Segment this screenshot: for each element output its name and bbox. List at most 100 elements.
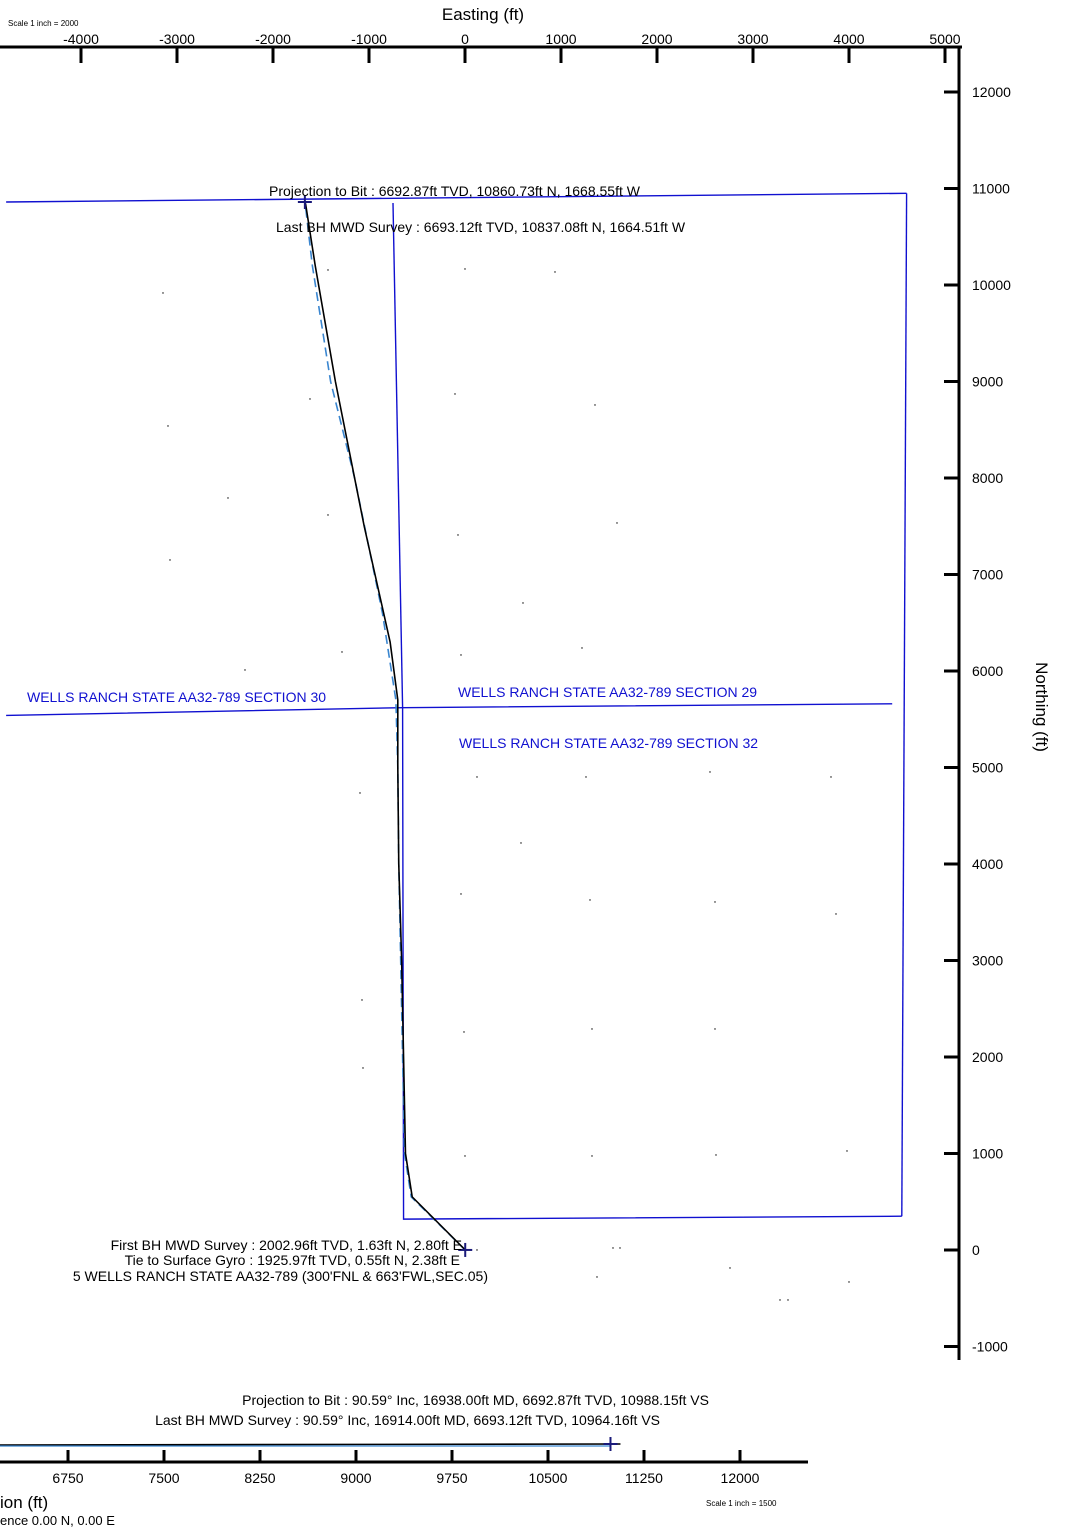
grid-dot (779, 1299, 781, 1301)
vs-tick-label: 8250 (244, 1470, 275, 1486)
northing-tick-label: 10000 (972, 277, 1011, 293)
vs-last-bh-mwd-survey-label: Last BH MWD Survey : 90.59° Inc, 16914.0… (155, 1412, 660, 1428)
grid-dot (787, 1299, 789, 1301)
vs-bit-marker (603, 1437, 618, 1451)
section-29-label: WELLS RANCH STATE AA32-789 SECTION 29 (458, 684, 757, 700)
easting-ticks: -4000 -3000 -2000 -1000 0 1000 2000 3000 4000 500… (63, 31, 961, 63)
northing-tick-label: 3000 (972, 953, 1003, 969)
easting-tick-label: -2000 (255, 31, 291, 47)
plan-projection-to-bit-label: Projection to Bit : 6692.87ft TVD, 10860… (269, 183, 641, 199)
grid-dot (162, 292, 164, 294)
easting-tick-label: 1000 (545, 31, 576, 47)
northing-tick-label: 6000 (972, 663, 1003, 679)
plan-view-axes: Scale 1 inch = 2000 Easting (ft) -4000 -3… (0, 5, 1051, 1360)
grid-dot (359, 792, 361, 794)
grid-dot (846, 1150, 848, 1152)
grid-dot (244, 669, 246, 671)
grid-dot (616, 522, 618, 524)
easting-tick-label: 3000 (737, 31, 768, 47)
plan-markers (297, 195, 473, 1257)
grid-dot (714, 1028, 716, 1030)
grid-dot (309, 398, 311, 400)
grid-dot (709, 771, 711, 773)
section-boundary-line (901, 193, 908, 1217)
vs-tick-label: 10500 (529, 1470, 568, 1486)
grid-dot (457, 534, 459, 536)
grid-dot (612, 1247, 614, 1249)
vs-bit-cross (603, 1437, 618, 1451)
vs-tick-label: 7500 (148, 1470, 179, 1486)
grid-dot (464, 1155, 466, 1157)
vs-scale-label: Scale 1 inch = 1500 (706, 1499, 777, 1508)
section-30-label: WELLS RANCH STATE AA32-789 SECTION 30 (27, 689, 326, 705)
grid-dot (327, 514, 329, 516)
northing-tick-label: 4000 (972, 856, 1003, 872)
grid-dot (594, 404, 596, 406)
northing-tick-label: 5000 (972, 760, 1003, 776)
grid-dot (714, 901, 716, 903)
tie-to-surface-gyro-label: Tie to Surface Gyro : 1925.97ft TVD, 0.5… (125, 1252, 460, 1268)
section-boundary-line (392, 202, 404, 708)
grid-dot (476, 1249, 478, 1251)
vs-projection-to-bit-label: Projection to Bit : 90.59° Inc, 16938.00… (242, 1392, 709, 1408)
grid-dot (591, 1028, 593, 1030)
northing-tick-label: 11000 (972, 181, 1010, 197)
vs-tick-label: 9000 (340, 1470, 371, 1486)
grid-dots (162, 268, 850, 1301)
grid-dot (715, 1154, 717, 1156)
northing-tick-label: 12000 (972, 84, 1011, 100)
grid-dot (520, 842, 522, 844)
vertical-section-view: Projection to Bit : 90.59° Inc, 16938.00… (0, 1392, 808, 1528)
well-location-label: 5 WELLS RANCH STATE AA32-789 (300'FNL & … (73, 1268, 488, 1284)
grid-dot (362, 1067, 364, 1069)
grid-dot (341, 651, 343, 653)
easting-tick-label: -4000 (63, 31, 99, 47)
easting-tick-label: -1000 (351, 31, 387, 47)
grid-dot (581, 647, 583, 649)
northing-tick-label: 2000 (972, 1049, 1003, 1065)
grid-dot (227, 497, 229, 499)
easting-tick-label: 0 (461, 31, 469, 47)
section-32-label: WELLS RANCH STATE AA32-789 SECTION 32 (459, 735, 758, 751)
northing-ticks: 1200011000100009000800070006000500040003… (944, 84, 1011, 1355)
plan-scale-label: Scale 1 inch = 2000 (8, 19, 79, 28)
northing-tick-label: 7000 (972, 567, 1003, 583)
easting-tick-label: 4000 (833, 31, 864, 47)
section-lines (6, 192, 908, 1220)
northing-tick-label: 1000 (972, 1146, 1003, 1162)
grid-dot (167, 425, 169, 427)
plan-wellpath (304, 204, 466, 1251)
easting-tick-label: 2000 (641, 31, 672, 47)
section-boundary-line (6, 192, 907, 203)
vs-tick-label: 12000 (721, 1470, 760, 1486)
northing-tick-label: 8000 (972, 470, 1003, 486)
grid-dot (460, 893, 462, 895)
grid-dot (476, 776, 478, 778)
vs-tick-label: 9750 (436, 1470, 467, 1486)
grid-dot (589, 899, 591, 901)
vs-wellpath (0, 1443, 621, 1446)
northing-axis-title: Northing (ft) (1032, 662, 1051, 752)
actual-wellpath (304, 201, 466, 1251)
vs-tick-label: 6750 (52, 1470, 83, 1486)
grid-dot (835, 913, 837, 915)
plan-last-bh-mwd-survey-label: Last BH MWD Survey : 6693.12ft TVD, 1083… (276, 219, 686, 235)
section-boundary-line (401, 707, 902, 1220)
vs-axis-title: ion (ft) (0, 1493, 48, 1512)
grid-dot (848, 1281, 850, 1283)
grid-dot (327, 269, 329, 271)
easting-axis-title: Easting (ft) (442, 5, 524, 24)
grid-dot (361, 999, 363, 1001)
first-bh-mwd-survey-label: First BH MWD Survey : 2002.96ft TVD, 1.6… (111, 1237, 462, 1253)
grid-dot (454, 393, 456, 395)
grid-dot (554, 271, 556, 273)
vs-tick-label: 11250 (625, 1470, 663, 1486)
vs-ticks: 6750 7500 8250 9000 9750 10500 11250 12000 (52, 1450, 760, 1486)
surface-marker (458, 1242, 473, 1257)
grid-dot (585, 776, 587, 778)
northing-tick-label: -1000 (972, 1339, 1008, 1355)
bit-marker (297, 195, 312, 210)
grid-dot (463, 1031, 465, 1033)
grid-dot (619, 1247, 621, 1249)
